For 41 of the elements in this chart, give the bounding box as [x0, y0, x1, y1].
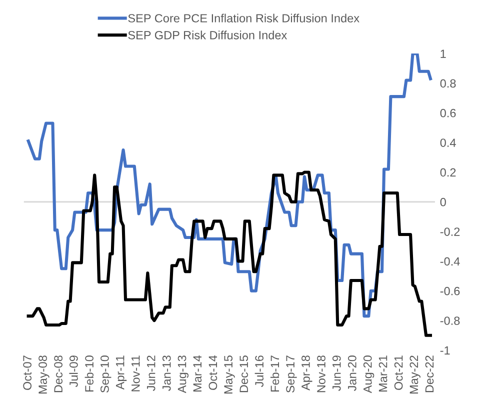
x-tick-label: Dec-15: [240, 356, 248, 392]
x-tick-label: Apr-11: [116, 356, 127, 390]
x-tick-label: Mar-14: [193, 355, 202, 392]
y-tick-label: 1: [440, 50, 446, 58]
x-tick-label: May-15: [224, 356, 235, 394]
x-tick-label: Aug-20: [363, 356, 374, 394]
x-tick-label: Oct-07: [23, 356, 32, 390]
y-tick-label: 0.6: [440, 108, 456, 118]
x-tick-label: Feb-17: [270, 356, 280, 392]
x-tick-label: Dec-08: [54, 356, 62, 392]
x-tick-label: Nov-18: [317, 356, 326, 392]
line-series: [26, 170, 432, 337]
y-tick-label: -0.4: [440, 257, 460, 266]
y-tick-label: 0.4: [440, 138, 456, 147]
x-tick-label: Aug-13: [178, 356, 189, 394]
x-tick-label: Dec-22: [425, 356, 434, 392]
legend-label: SEP GDP Risk Diffusion Index: [128, 30, 288, 40]
x-tick-label: May-22: [410, 356, 420, 394]
y-tick-label: -0.8: [440, 316, 460, 325]
x-tick-label: Mar-21: [378, 356, 388, 392]
x-tick-label: Jul-16: [254, 356, 264, 388]
x-tick-label: Apr-18: [302, 356, 312, 390]
x-tick-label: Jul-09: [69, 356, 78, 388]
x-tick-label: Oct-21: [394, 356, 403, 390]
x-tick-label: Feb-10: [84, 356, 94, 392]
x-tick-label: Oct-14: [208, 355, 218, 390]
x-tick-label: Jun-19: [332, 356, 341, 391]
y-tick-label: 0: [440, 198, 446, 206]
y-tick-label: -0.2: [440, 228, 460, 236]
y-tick-label: 0.8: [440, 79, 456, 88]
x-tick-label: Jan-13: [162, 356, 171, 391]
x-tick-label: Nov-11: [132, 356, 140, 392]
y-tick-label: 0.2: [440, 168, 456, 177]
x-tick-label: May-08: [38, 356, 50, 394]
x-tick-label: Jan-20: [348, 356, 356, 391]
x-tick-label: Sep-10: [100, 356, 112, 393]
legend-label: SEP Core PCE Inflation Risk Diffusion Index: [128, 14, 360, 22]
y-tick-label: -1: [440, 346, 450, 354]
y-tick-label: -0.6: [440, 286, 460, 296]
x-tick-label: Sep-17: [286, 356, 297, 393]
x-tick-label: Jun-12: [146, 356, 156, 391]
